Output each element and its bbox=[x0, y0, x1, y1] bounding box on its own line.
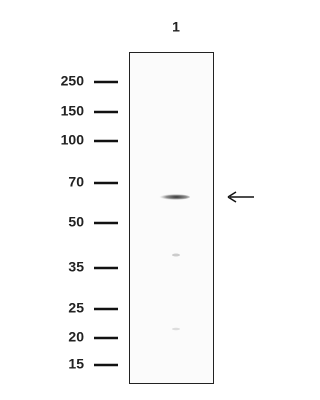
marker-label: 100 bbox=[61, 132, 85, 148]
marker-label: 50 bbox=[68, 214, 84, 230]
marker-label: 250 bbox=[61, 73, 85, 89]
western-blot: 1 250 150 100 70 50 35 25 20 15 bbox=[60, 18, 254, 384]
marker-label: 150 bbox=[61, 103, 85, 119]
marker-label: 35 bbox=[68, 259, 84, 275]
arrow bbox=[227, 191, 254, 203]
marker-label: 15 bbox=[68, 356, 84, 372]
marker-ladder: 250 150 100 70 50 35 25 20 15 bbox=[61, 73, 118, 372]
protein-band bbox=[156, 194, 190, 200]
marker-label: 20 bbox=[68, 329, 84, 345]
faint-spot bbox=[172, 327, 180, 331]
marker-label: 70 bbox=[68, 174, 84, 190]
lane-label: 1 bbox=[172, 19, 180, 35]
blot-membrane bbox=[129, 52, 214, 384]
marker-label: 25 bbox=[68, 300, 84, 316]
faint-spot bbox=[172, 253, 180, 257]
